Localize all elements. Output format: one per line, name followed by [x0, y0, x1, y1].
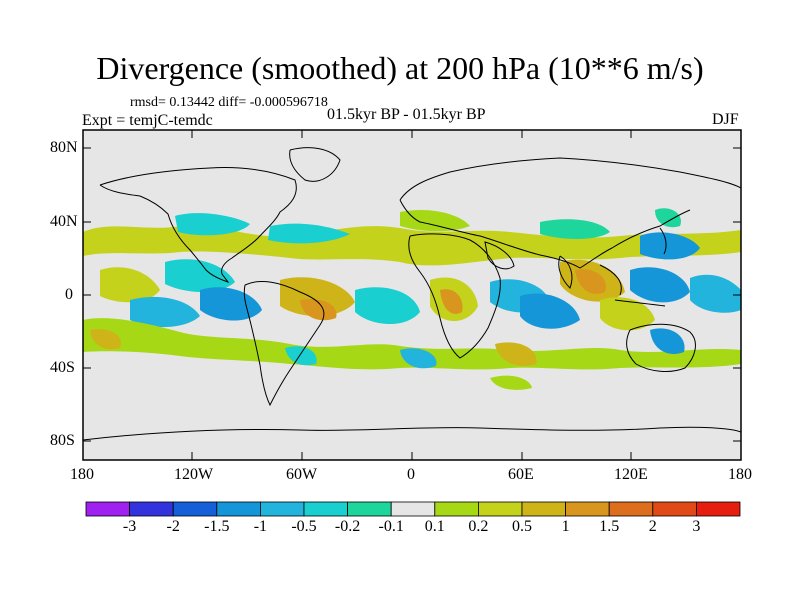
colorbar-swatch [652, 501, 697, 517]
colorbar-label: 0.1 [424, 518, 445, 535]
colorbar-label: 1.5 [599, 518, 620, 535]
divergence-field [83, 208, 741, 390]
colorbar-label: -0.5 [291, 518, 317, 535]
colorbar-swatch [259, 501, 305, 517]
colorbar-swatch [608, 501, 654, 517]
colorbar-label: 1 [561, 518, 570, 535]
lon-tick-60w: 60W [286, 466, 318, 483]
colorbar-swatch [85, 501, 130, 517]
colorbar-label: -1.5 [204, 518, 230, 535]
colorbar-label: -0.1 [378, 518, 404, 535]
lon-tick-120w: 120W [174, 466, 214, 483]
colorbar-label: 2 [648, 518, 657, 535]
plot-title: Divergence (smoothed) at 200 hPa (10**6 … [96, 50, 704, 86]
colorbar-swatch [172, 501, 218, 517]
colorbar-label: -1 [253, 518, 268, 535]
colorbar-swatch [565, 501, 610, 517]
colorbar-label: -3 [122, 518, 137, 535]
lat-tick-80s: 80S [50, 432, 75, 449]
colorbar [85, 501, 741, 517]
axis-ticks [82, 130, 742, 460]
colorbar-swatch [521, 501, 566, 517]
period-label: 01.5kyr BP - 01.5kyr BP [327, 106, 486, 123]
colorbar-swatch [129, 501, 174, 517]
lat-tick-40n: 40N [50, 213, 78, 230]
lat-tick-80n: 80N [50, 139, 78, 156]
lon-tick-180e: 180 [728, 466, 752, 483]
lon-tick-120e: 120E [614, 466, 648, 483]
colorbar-swatch [347, 501, 392, 517]
lon-tick-0: 0 [407, 466, 415, 483]
colorbar-swatch [477, 501, 523, 517]
colorbar-swatch [216, 501, 261, 517]
lon-tick-180w: 180 [70, 466, 94, 483]
rmsd-diff-stats: rmsd= 0.13442 diff= -0.000596718 [130, 95, 328, 110]
colorbar-label: 0.2 [468, 518, 489, 535]
colorbar-swatch [303, 501, 348, 517]
colorbar-label: 0.5 [512, 518, 532, 535]
colorbar-label: -0.2 [334, 518, 361, 535]
season-label: DJF [712, 111, 739, 128]
lon-tick-60e: 60E [508, 466, 534, 483]
lat-tick-0: 0 [65, 286, 73, 303]
colorbar-label: 3 [692, 518, 701, 535]
colorbar-swatch [696, 501, 741, 517]
lat-tick-40s: 40S [50, 359, 75, 376]
colorbar-label: -2 [166, 518, 180, 535]
colorbar-swatch [390, 501, 436, 517]
experiment-label: Expt = temjC-temdc [82, 112, 213, 129]
coastlines [83, 147, 741, 441]
colorbar-swatch [434, 501, 479, 517]
map-background [83, 130, 741, 460]
